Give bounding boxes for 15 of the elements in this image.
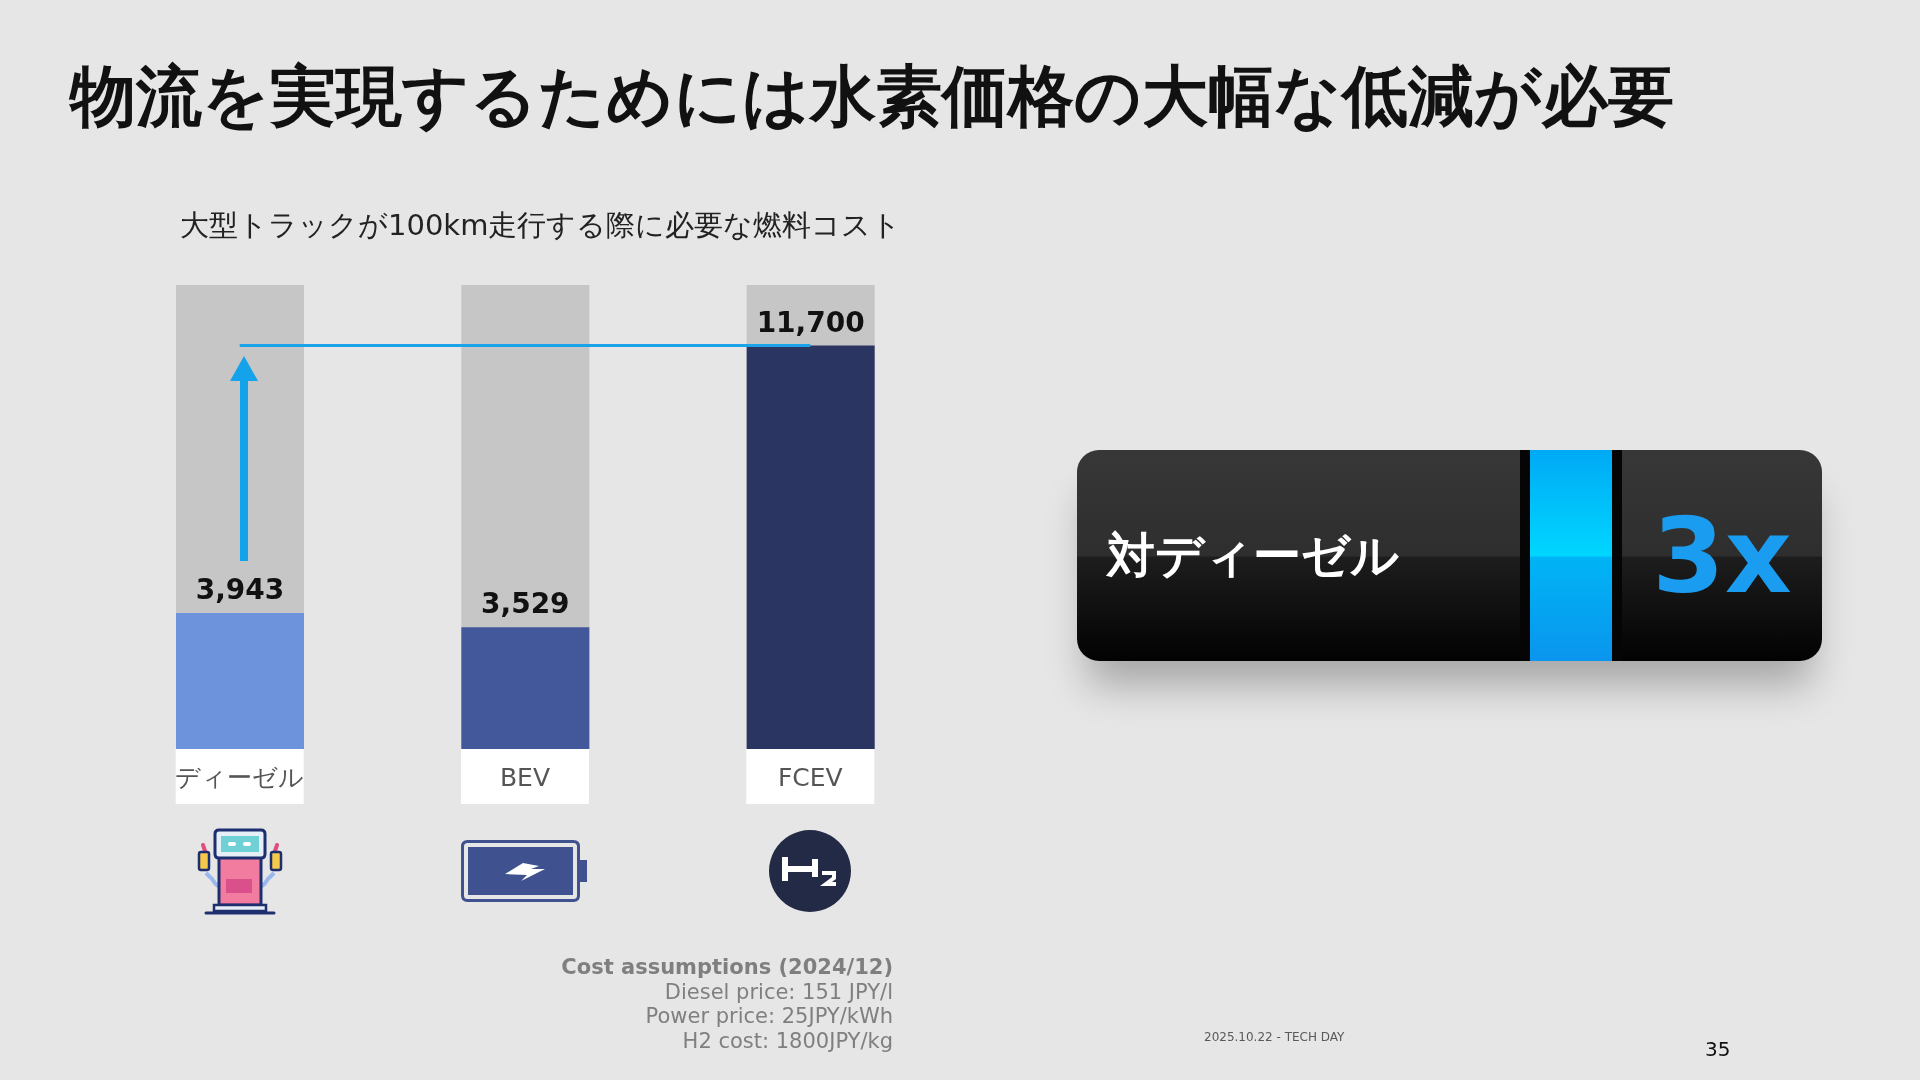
text: Cost assumptions (2024/12) <box>561 955 893 980</box>
data-label: 3,529 <box>481 587 570 621</box>
data-label: 11,700 <box>756 305 865 339</box>
text: Diesel price: 151 JPY/l <box>663 979 893 1004</box>
text: Power price: 25JPY/kWh <box>644 1004 893 1029</box>
chart-subtitle: 大型トラックが100km走行する際に必要な燃料コスト <box>180 207 902 244</box>
callout-box: 対ディーゼル 3x <box>1077 450 1822 661</box>
text: 35 <box>1705 1037 1731 1061</box>
text: H2 cost: 1800JPY/kg <box>681 1028 893 1053</box>
text: 2025.10.22 - TECH DAY <box>1204 1030 1345 1044</box>
x-tick-label: FCEV <box>777 762 843 792</box>
x-tick-label: BEV <box>499 762 551 792</box>
data-label: 3,943 <box>195 573 285 607</box>
x-tick-label: ディーゼル <box>175 762 305 792</box>
chart-title: 物流を実現するためには水素価格の大幅な低減が必要 <box>70 57 1674 137</box>
